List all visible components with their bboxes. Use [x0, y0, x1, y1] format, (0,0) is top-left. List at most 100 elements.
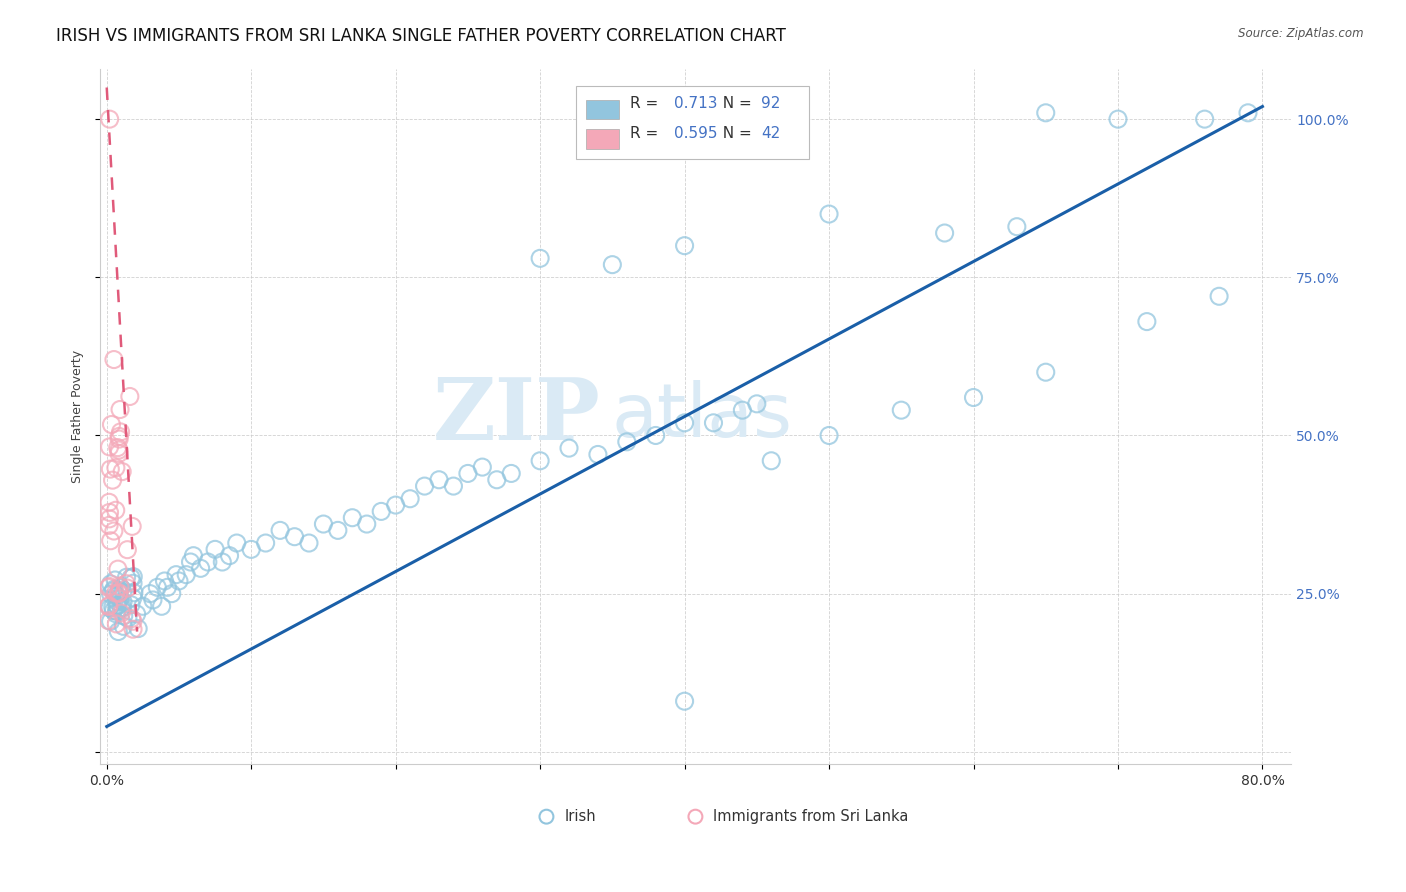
- Point: [108, 446, 131, 460]
- Point: [197, 555, 219, 569]
- Point: [153, 574, 176, 588]
- Point: [107, 624, 129, 639]
- Point: [370, 504, 392, 518]
- Point: [312, 516, 335, 531]
- Text: R =: R =: [630, 126, 664, 141]
- Point: [283, 530, 305, 544]
- Point: [1005, 219, 1028, 234]
- Point: [101, 584, 124, 599]
- Point: [108, 402, 131, 417]
- FancyBboxPatch shape: [576, 86, 808, 159]
- Point: [180, 555, 202, 569]
- Text: 0.713: 0.713: [673, 95, 717, 111]
- Point: [457, 467, 479, 481]
- Point: [98, 518, 121, 533]
- Point: [117, 542, 139, 557]
- Point: [818, 428, 841, 442]
- Point: [384, 498, 406, 512]
- Point: [602, 258, 624, 272]
- Point: [107, 586, 129, 600]
- Point: [225, 536, 247, 550]
- Point: [110, 425, 132, 439]
- Point: [120, 598, 142, 612]
- Point: [98, 599, 121, 613]
- Point: [132, 599, 155, 614]
- Point: [107, 441, 129, 455]
- Point: [100, 417, 122, 432]
- Point: [174, 567, 197, 582]
- Point: [156, 580, 179, 594]
- Point: [586, 447, 609, 461]
- Point: [104, 607, 127, 621]
- Point: [104, 586, 127, 600]
- Point: [100, 615, 122, 629]
- Point: [558, 441, 581, 455]
- Point: [644, 428, 666, 442]
- Point: [122, 576, 145, 591]
- Point: [485, 473, 508, 487]
- Text: 92: 92: [761, 95, 780, 111]
- Point: [121, 611, 143, 625]
- Point: [101, 473, 124, 487]
- Text: 42: 42: [761, 126, 780, 141]
- Point: [111, 465, 134, 479]
- Point: [673, 416, 696, 430]
- Point: [1136, 315, 1159, 329]
- Point: [111, 600, 134, 615]
- Point: [529, 454, 551, 468]
- Point: [104, 503, 127, 517]
- Point: [98, 495, 121, 509]
- Text: ZIP: ZIP: [432, 375, 600, 458]
- Point: [98, 505, 121, 519]
- Point: [269, 524, 291, 538]
- Point: [413, 479, 436, 493]
- Point: [117, 611, 139, 625]
- Bar: [586, 100, 619, 120]
- Point: [112, 595, 135, 609]
- Point: [731, 403, 754, 417]
- Point: [112, 608, 135, 623]
- Point: [342, 510, 364, 524]
- Point: [761, 454, 783, 468]
- Point: [110, 606, 132, 620]
- Point: [934, 226, 956, 240]
- Point: [190, 561, 212, 575]
- Point: [112, 619, 135, 633]
- Bar: [586, 129, 619, 149]
- Point: [356, 516, 378, 531]
- Point: [673, 694, 696, 708]
- Point: [818, 207, 841, 221]
- Text: N =: N =: [713, 95, 756, 111]
- Point: [103, 524, 125, 538]
- Point: [183, 549, 205, 563]
- Point: [637, 792, 659, 806]
- Point: [98, 462, 121, 476]
- Point: [427, 473, 450, 487]
- Point: [98, 112, 121, 127]
- Point: [108, 432, 131, 446]
- Point: [103, 582, 125, 597]
- Text: N =: N =: [713, 126, 756, 141]
- Point: [160, 587, 183, 601]
- Point: [100, 577, 122, 591]
- Point: [108, 586, 131, 600]
- Point: [98, 601, 121, 615]
- Point: [471, 460, 494, 475]
- Point: [98, 512, 121, 526]
- Point: [167, 574, 190, 588]
- Point: [122, 569, 145, 583]
- Point: [122, 614, 145, 628]
- Point: [1107, 112, 1129, 127]
- Point: [100, 533, 122, 548]
- Y-axis label: Single Father Poverty: Single Father Poverty: [72, 350, 84, 483]
- Point: [211, 555, 233, 569]
- Point: [890, 403, 912, 417]
- Point: [142, 593, 165, 607]
- Text: Immigrants from Sri Lanka: Immigrants from Sri Lanka: [713, 809, 908, 824]
- Point: [204, 542, 226, 557]
- Point: [121, 591, 143, 605]
- Point: [100, 587, 122, 601]
- Point: [115, 576, 138, 591]
- Text: IRISH VS IMMIGRANTS FROM SRI LANKA SINGLE FATHER POVERTY CORRELATION CHART: IRISH VS IMMIGRANTS FROM SRI LANKA SINGL…: [56, 27, 786, 45]
- Point: [745, 397, 768, 411]
